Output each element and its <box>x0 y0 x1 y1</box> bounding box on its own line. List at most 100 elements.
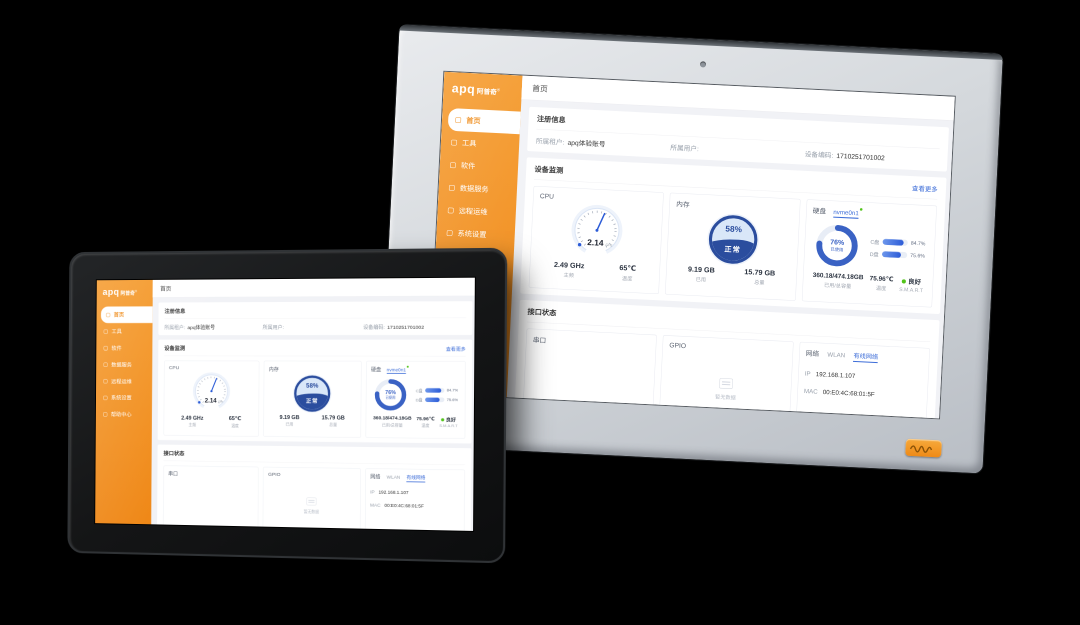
cpu-gauge-value: 2.14 <box>205 397 217 404</box>
sidebar-item-data-service[interactable]: 数据服务 <box>96 356 152 373</box>
remote-ops-icon <box>103 379 108 384</box>
panel-pc-small: apq阿普奇® 首页 工具 软件 数据服务 <box>67 247 508 564</box>
memory-total-stat: 15.79 GB 总量 <box>321 414 345 428</box>
tab-wired-network[interactable]: 有线网络 <box>853 351 879 364</box>
partition-row: C盘 84.7% <box>870 238 926 247</box>
device-monitor-card: 设备监测 查看更多 CPU <box>157 339 473 444</box>
field-device-code: 设备编码: 1710251701002 <box>804 150 885 162</box>
network-title: 网络 <box>805 349 820 358</box>
health-dot <box>901 279 907 284</box>
registered-mark: ® <box>134 289 138 294</box>
sidebar-item-label: 远程运维 <box>458 206 488 217</box>
memory-used-stat: 9.19 GB 已用 <box>279 413 300 427</box>
disk-percent-label: 已使用 <box>830 246 843 254</box>
memory-title: 内存 <box>676 200 690 209</box>
online-dot <box>859 208 863 211</box>
health-dot <box>441 418 445 422</box>
sidebar-item-label: 工具 <box>111 328 122 335</box>
bezel-brand-tag <box>905 438 942 458</box>
memory-used-stat: 9.19 GB 已用 <box>687 264 715 284</box>
gpio-card: GPIO 暂无数据 <box>657 335 794 420</box>
topbar: 首页 <box>152 277 476 298</box>
logo-text: apq <box>102 286 120 298</box>
view-more-link[interactable]: 查看更多 <box>445 346 466 352</box>
serial-title: 串口 <box>168 470 178 477</box>
disk-device-tab[interactable]: nvme0n1 <box>386 365 409 374</box>
logo-suffix: 阿普奇 <box>476 87 498 96</box>
content: 注册信息 所属租户: apq体验账号 所属用户: 设备编码: 17102517010… <box>151 296 476 532</box>
sidebar-item-label: 系统设置 <box>457 229 487 239</box>
page-title: 首页 <box>532 84 548 94</box>
sidebar-item-label: 工具 <box>461 138 477 148</box>
tools-icon <box>451 139 458 146</box>
sidebar-item-label: 数据服务 <box>459 183 489 194</box>
network-mac-row: MAC 00:E0:4C:68:01:5F <box>370 502 424 509</box>
help-icon <box>103 412 108 417</box>
sidebar-item-home[interactable]: 首页 <box>100 306 153 324</box>
sidebar-item-help[interactable]: 帮助中心 <box>96 406 152 423</box>
sidebar-item-software[interactable]: 软件 <box>96 340 152 357</box>
tab-wlan[interactable]: WLAN <box>827 350 846 359</box>
memory-card: 内存 58% 正常 9.19 GB 已用 <box>665 192 801 301</box>
sidebar-item-remote-ops[interactable]: 远程运维 <box>96 373 152 390</box>
data-service-icon <box>448 184 455 191</box>
field-device-code: 设备编码: 1710251701002 <box>363 324 425 330</box>
field-user: 所属用户: <box>262 324 284 331</box>
view-more-link[interactable]: 查看更多 <box>911 184 938 194</box>
disk-health-stat: 良好 S.M.A.R.T <box>439 417 458 429</box>
brand-logo: apq阿普奇® <box>97 280 153 303</box>
memory-status: 正常 <box>305 397 319 405</box>
cpu-temp-stat: 65℃ 温度 <box>619 263 637 283</box>
register-info-card: 注册信息 所属租户: apq体验账号 所属用户: 设备编码: 17102517010… <box>158 301 473 336</box>
sidebar-item-label: 首页 <box>113 311 125 318</box>
network-mac-row: MAC 00:E0:4C:68:01:5F <box>803 387 875 399</box>
network-title: 网络 <box>370 473 381 480</box>
cpu-gauge: 2.14 GHz <box>169 370 255 414</box>
disk-title: 硬盘 <box>812 206 827 216</box>
sidebar-item-tools[interactable]: 工具 <box>96 323 152 340</box>
home-icon <box>455 116 462 123</box>
main-area: 首页 注册信息 所属租户: apq体验账号 所属用户: <box>503 75 956 420</box>
camera-icon <box>699 61 707 68</box>
field-tenant: 所属租户: apq体验账号 <box>164 324 216 331</box>
disk-device-tab[interactable]: nvme0n1 <box>833 208 863 219</box>
registered-mark: ® <box>496 87 501 93</box>
network-card: 网络 WLAN 有线网络 IP 192.168.1.107 MAC 00:E0:4C… <box>794 341 930 420</box>
disk-donut: 76% 已使用 <box>816 224 858 267</box>
card-title: 接口状态 <box>163 449 185 457</box>
field-tenant: 所属租户: apq体验账号 <box>535 137 606 149</box>
sidebar-item-label: 远程运维 <box>111 378 132 385</box>
disk-donut: 76% 已使用 <box>371 375 410 414</box>
panel-pc-large: apq阿普奇® 首页 工具 软件 数据服务 <box>378 23 1004 475</box>
cpu-gauge: 2.14 GHz <box>537 200 657 264</box>
disk-health-stat: 良好 S.M.A.R.T <box>899 277 924 294</box>
empty-box-icon <box>306 497 317 506</box>
memory-title: 内存 <box>268 366 279 372</box>
cpu-card: CPU 2.14 <box>528 185 664 295</box>
screen-small: apq阿普奇® 首页 工具 软件 数据服务 <box>94 276 476 532</box>
sidebar-item-label: 软件 <box>460 161 476 171</box>
tab-wired-network[interactable]: 有线网络 <box>406 473 426 483</box>
network-ip-row: IP 192.168.1.107 <box>370 489 409 496</box>
partition-bar <box>881 250 908 259</box>
content: 注册信息 所属租户: apq体验账号 所属用户: 设备编码: 17102517010… <box>503 99 956 420</box>
cpu-temp-stat: 65℃ 温度 <box>228 414 242 429</box>
page-title: 首页 <box>160 285 172 293</box>
field-user: 所属用户: <box>670 143 700 153</box>
network-ip-row: IP 192.168.1.107 <box>804 369 856 380</box>
card-title: 注册信息 <box>164 307 186 314</box>
disk-usage-stat: 360.18/474.18GB 已用/总容量 <box>812 271 864 290</box>
sidebar-item-settings[interactable]: 系统设置 <box>96 389 152 406</box>
partition-bar <box>424 388 445 393</box>
interface-status-card: 接口状态 串口 GPIO 暂无数据 <box>156 444 472 532</box>
disk-temp-stat: 75.96℃ 温度 <box>869 274 894 292</box>
device-top-edge <box>399 24 1003 60</box>
memory-status: 正常 <box>724 244 742 254</box>
tab-wlan[interactable]: WLAN <box>386 474 401 481</box>
sidebar: apq阿普奇® 首页 工具 软件 数据服务 <box>94 279 153 532</box>
memory-percent: 58% <box>725 224 743 235</box>
gpio-title: GPIO <box>268 471 281 478</box>
screen-large: apq阿普奇® 首页 工具 软件 数据服务 <box>427 70 956 420</box>
disk-percent: 76% <box>385 390 396 396</box>
dashboard: apq阿普奇® 首页 工具 软件 数据服务 <box>94 277 476 532</box>
